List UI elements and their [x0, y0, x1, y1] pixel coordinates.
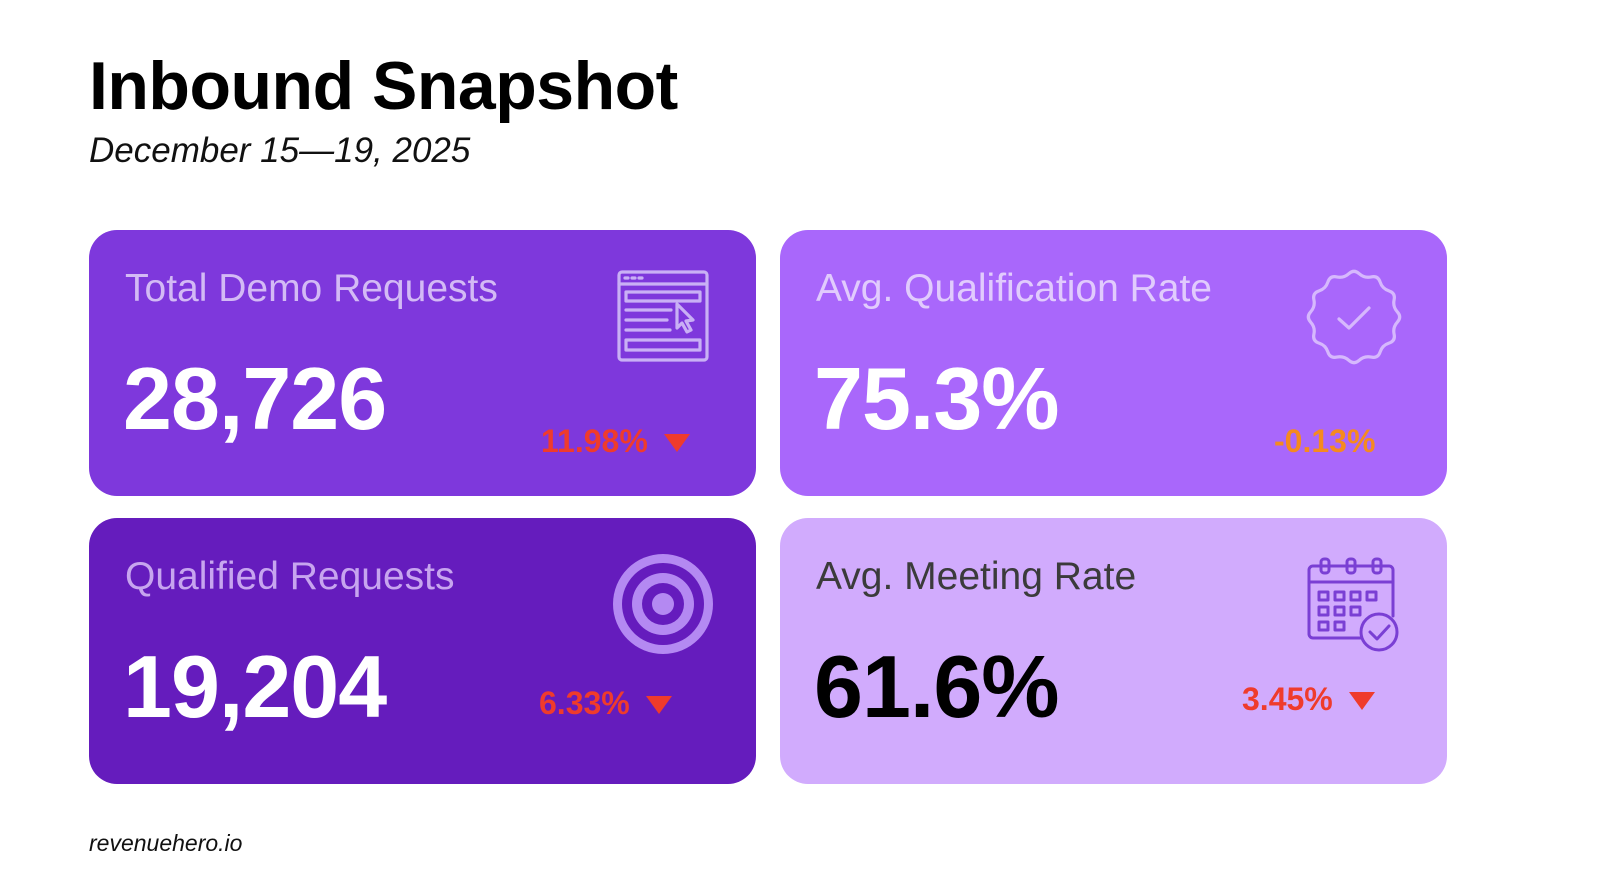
change-value: 3.45%	[1242, 681, 1333, 717]
brand-footer: revenuehero.io	[89, 830, 243, 856]
card-change: 6.33%	[539, 684, 672, 722]
card-value: 28,726	[123, 349, 387, 448]
web-form-cursor-icon	[617, 270, 709, 362]
target-icon	[613, 554, 713, 654]
down-arrow-icon	[663, 434, 690, 453]
metric-card-total-demo-requests: Total Demo Requests 28,726 11.98%	[89, 230, 756, 496]
card-value: 61.6%	[814, 637, 1060, 736]
metric-card-avg-meeting-rate: Avg. Meeting Rate 61.6% 3.45%	[780, 518, 1447, 784]
down-arrow-icon	[645, 696, 672, 715]
metric-card-qualified-requests: Qualified Requests 19,204 6.33%	[89, 518, 756, 784]
metric-card-avg-qualification-rate: Avg. Qualification Rate 75.3% -0.13%	[780, 230, 1447, 496]
card-change: -0.13%	[1274, 422, 1375, 460]
verified-badge-icon	[1306, 269, 1402, 365]
change-value: 11.98%	[541, 423, 648, 459]
card-label: Total Demo Requests	[125, 267, 498, 310]
card-label: Qualified Requests	[125, 555, 455, 598]
card-label: Avg. Qualification Rate	[816, 267, 1212, 310]
change-value: -0.13%	[1274, 423, 1376, 459]
card-value: 19,204	[123, 637, 387, 736]
card-change: 11.98%	[541, 422, 690, 460]
down-arrow-icon	[1348, 692, 1375, 711]
card-change: 3.45%	[1242, 680, 1375, 718]
change-value: 6.33%	[539, 685, 630, 721]
page-title: Inbound Snapshot	[89, 48, 678, 124]
calendar-check-icon	[1307, 557, 1399, 652]
date-range: December 15—19, 2025	[89, 131, 471, 170]
card-label: Avg. Meeting Rate	[816, 555, 1137, 598]
card-value: 75.3%	[814, 349, 1060, 448]
